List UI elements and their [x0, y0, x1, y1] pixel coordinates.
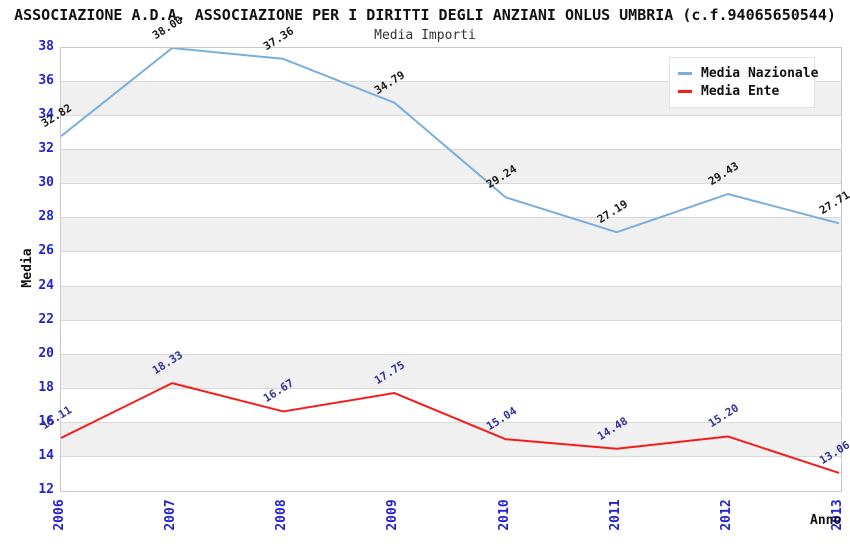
legend-label: Media Nazionale: [701, 65, 819, 81]
y-tick-label: 28: [38, 209, 54, 225]
chart-subtitle: Media Importi: [374, 28, 476, 43]
x-tick-label: 2008: [274, 499, 290, 531]
series-line-media-nazionale: [61, 48, 840, 234]
legend-item: Media Ente: [670, 83, 814, 99]
grid-band: [61, 184, 841, 219]
y-tick-label: 22: [38, 311, 54, 327]
legend-swatch-icon: [678, 89, 692, 93]
y-tick-label: 26: [38, 243, 54, 259]
y-tick-label: 24: [38, 277, 54, 293]
chart-title: ASSOCIAZIONE A.D.A. ASSOCIAZIONE PER I D…: [14, 6, 836, 24]
legend-swatch-icon: [678, 71, 692, 75]
y-axis-title: Media: [20, 248, 35, 288]
x-axis-title: Anno: [810, 513, 842, 528]
y-tick-label: 36: [38, 73, 54, 89]
grid-band: [61, 422, 841, 457]
x-tick-label: 2007: [163, 499, 179, 531]
grid-band: [61, 354, 841, 389]
grid-band: [61, 286, 841, 321]
y-tick-label: 18: [38, 379, 54, 395]
x-tick-label: 2011: [607, 499, 623, 531]
grid-band: [61, 389, 841, 423]
y-tick-label: 30: [38, 175, 54, 191]
y-tick-label: 32: [38, 141, 54, 157]
y-tick-label: 16: [38, 413, 54, 429]
legend: Media Nazionale Media Ente: [669, 57, 818, 108]
grid-band: [61, 150, 841, 185]
x-tick-label: 2010: [496, 499, 512, 531]
x-tick-label: 2006: [52, 499, 67, 531]
grid-band: [61, 48, 841, 83]
y-tick-label: 14: [38, 447, 54, 463]
series-line-media-ente: [61, 382, 840, 474]
grid-band: [61, 218, 841, 253]
x-tick-label: 2009: [385, 499, 401, 531]
y-tick-label: 34: [38, 107, 54, 123]
legend-label: Media Ente: [701, 83, 780, 99]
legend-item: Media Nazionale: [670, 65, 818, 81]
grid-band: [61, 252, 841, 287]
y-tick-label: 38: [38, 39, 54, 54]
y-tick-label: 12: [38, 482, 54, 497]
plot-area: [60, 47, 842, 492]
y-tick-label: 20: [38, 345, 54, 361]
line-series-svg: [61, 48, 840, 474]
grid-band: [61, 321, 841, 355]
x-tick-label: 2012: [718, 499, 734, 531]
